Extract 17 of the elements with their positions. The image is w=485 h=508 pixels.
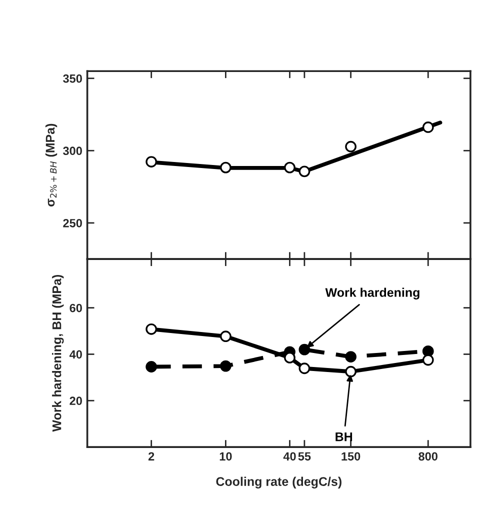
x-axis-title: Cooling rate (degC/s) [216, 476, 342, 488]
y-tick-label: 300 [63, 146, 82, 156]
x-tick-label: 150 [342, 452, 360, 461]
y-tick-label: 250 [63, 218, 82, 228]
x-tick-label: 2 [148, 452, 154, 460]
y-axis-title: Work hardening, BH (MPa) [52, 274, 64, 432]
y-axis-title: σ$_{2%+BH}$ (MPa) [45, 124, 58, 206]
x-tick-label: 55 [298, 452, 311, 461]
text: BH [336, 432, 352, 442]
y-tick-label: 60 [70, 304, 82, 312]
y-tick-label: 20 [70, 396, 82, 406]
y-tick-label: 350 [63, 74, 82, 83]
x-tick-label: 10 [220, 452, 232, 461]
y-tick-label: 40 [69, 350, 82, 359]
x-tick-label: 40 [283, 452, 296, 461]
x-tick-label: 800 [418, 452, 438, 461]
text: Work hardening [325, 288, 420, 300]
